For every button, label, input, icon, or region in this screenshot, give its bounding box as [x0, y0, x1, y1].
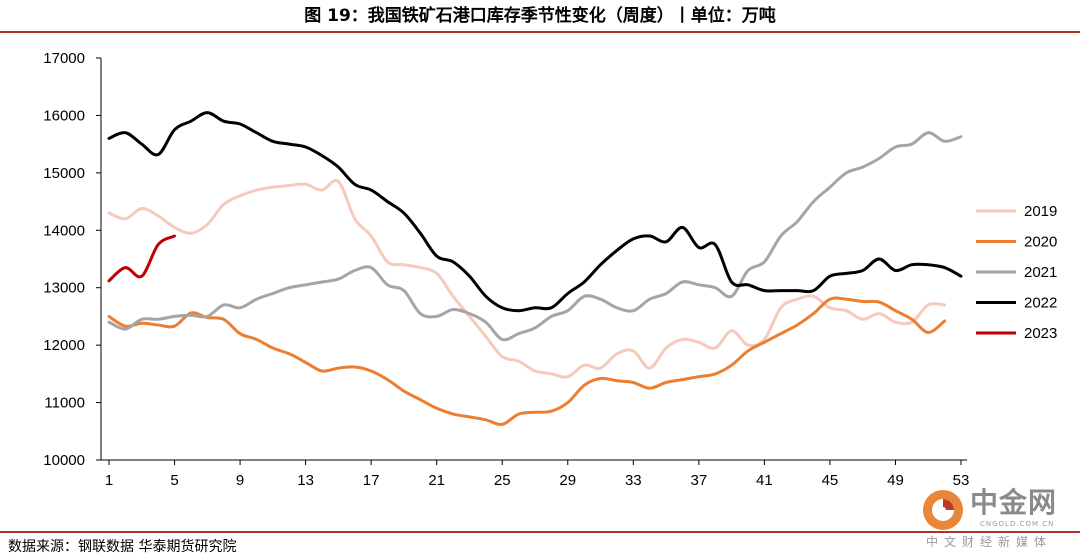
x-tick-label: 13 [297, 472, 314, 489]
chart-title: 图 19：我国铁矿石港口库存季节性变化（周度）丨单位：万吨 [304, 6, 776, 26]
line-chart: 10000 11000 12000 13000 14000 15000 16000 17000… [43, 50, 1057, 489]
x-tick-label: 17 [363, 472, 380, 489]
legend-label-2021: 2021 [1024, 264, 1057, 281]
chart-series [107, 111, 963, 427]
watermark-logo: 中金网 CNGOLD.COM.CN 中文财经新媒体 [918, 486, 1078, 550]
footer-divider [0, 531, 1080, 533]
x-tick-label: 37 [691, 472, 708, 489]
x-tick-label: 1 [105, 472, 113, 489]
x-tick-label: 21 [428, 472, 445, 489]
y-tick-label: 17000 [43, 50, 85, 67]
series-line-2023 [107, 234, 176, 283]
x-tick-label: 53 [953, 472, 970, 489]
watermark-name: 中金网 [970, 486, 1058, 519]
chart-axes: 10000 11000 12000 13000 14000 15000 16000 17000… [43, 50, 969, 489]
series-line-2020 [107, 296, 947, 427]
title-divider [0, 31, 1080, 33]
series-line-2022 [107, 111, 963, 313]
logo-emblem-icon [923, 490, 963, 530]
chart-legend: 2019 2020 2021 2022 2023 [976, 203, 1057, 342]
y-tick-label: 14000 [43, 222, 85, 239]
x-tick-label: 41 [756, 472, 773, 489]
x-tick-label: 5 [170, 472, 178, 489]
y-tick-label: 11000 [44, 395, 85, 412]
watermark-tagline: 中文财经新媒体 [926, 535, 1053, 549]
series-line-2019 [107, 178, 947, 379]
x-tick-label: 45 [822, 472, 839, 489]
y-tick-label: 16000 [43, 107, 85, 124]
y-tick-label: 13000 [43, 280, 85, 297]
data-source-note: 数据来源：钢联数据 华泰期货研究院 [8, 539, 237, 555]
series-line-2021 [107, 131, 963, 342]
y-tick-label: 12000 [43, 337, 85, 354]
y-tick-label: 15000 [43, 165, 85, 182]
x-tick-label: 29 [559, 472, 576, 489]
legend-label-2022: 2022 [1024, 295, 1057, 312]
x-tick-label: 33 [625, 472, 642, 489]
legend-label-2023: 2023 [1024, 325, 1057, 342]
legend-label-2019: 2019 [1024, 203, 1057, 220]
legend-label-2020: 2020 [1024, 234, 1057, 251]
x-tick-label: 25 [494, 472, 511, 489]
x-tick-label: 49 [887, 472, 904, 489]
watermark-domain: CNGOLD.COM.CN [980, 520, 1055, 528]
y-tick-label: 10000 [43, 452, 85, 469]
x-tick-label: 9 [236, 472, 244, 489]
